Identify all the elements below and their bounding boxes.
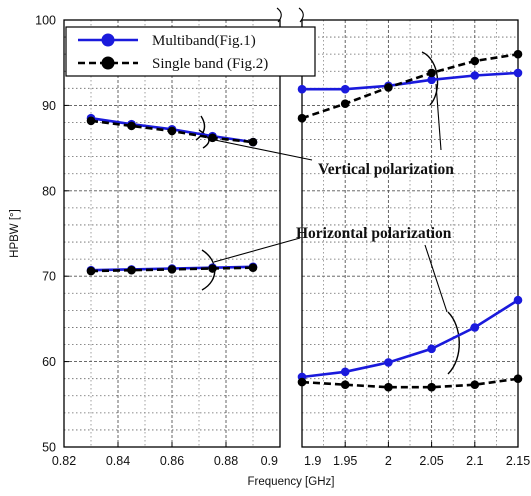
data-point [513,374,523,383]
data-point [513,49,523,59]
data-point [427,68,436,78]
x-tick-label: 2.1 [466,454,483,468]
break-mark-left [276,7,282,23]
annotation-vertical-polarization: Vertical polarization [318,161,454,178]
data-point [297,377,307,387]
data-point [86,116,96,126]
x-axis-title: Frequency [GHz] [248,476,335,488]
series-line-vertical [301,52,519,120]
series-line-horizontal [301,299,519,379]
break-mark-right [298,7,304,23]
data-point [470,71,480,80]
y-tick-label: 50 [42,441,56,455]
series-line-vertical [302,71,519,91]
x-tick-label: 1.95 [333,454,357,468]
data-point [208,264,217,273]
data-point [86,266,96,276]
x-tick-label: 0.88 [214,454,238,468]
x-tick-label: 0.9 [261,454,278,468]
data-point [340,99,350,108]
data-point [127,121,136,131]
plot-panel-2: 1.9 1.95 2 2.05 2.1 2.15 [301,19,530,468]
x-tick-label: 0.82 [52,454,76,468]
x-tick-label: 0.84 [106,454,130,468]
x-tick-label: 1.9 [304,454,321,468]
legend-marker [101,33,115,47]
x-tick-label: 2.05 [419,454,443,468]
data-point [427,382,436,392]
panel-frame [301,19,519,448]
data-point [340,367,350,377]
x-tick-label: 2 [385,454,392,468]
data-point [127,265,136,275]
data-point [470,323,480,332]
data-point [384,358,393,367]
data-point [208,133,217,143]
leader-vertical-low-band [209,138,313,161]
legend-label: Multiband(Fig.1) [152,33,256,49]
bracket-vertical-high-band [421,51,439,106]
data-point [427,344,436,354]
y-tick-label: 70 [42,270,56,284]
leader-vertical-high-band [435,83,442,151]
data-point [248,137,258,147]
plot-panel-1: 0.82 0.84 0.86 0.88 0.9 [52,19,281,468]
data-point [427,75,436,85]
y-tick-label: 90 [42,99,56,113]
series-single-band [86,49,523,392]
y-tick-label: 80 [42,184,56,198]
x-tick-label: 2.15 [506,454,530,468]
data-point [384,382,393,392]
bracket-vertical-low-band [195,115,206,141]
leader-horizontal-low-band [213,237,301,263]
data-point [297,84,307,94]
panel-background [302,20,518,447]
data-point [167,126,177,136]
annotation-horizontal-polarization: Horizontal polarization [296,225,452,242]
series-line-horizontal [301,377,519,389]
y-tick-label: 60 [42,355,56,369]
data-point [167,265,177,274]
data-point [513,68,523,78]
annotation-callouts [195,51,460,375]
y-tick-label: 100 [35,14,56,28]
x-tick-label: 0.86 [160,454,184,468]
legend-label: Single band (Fig.2) [152,56,268,72]
y-axis-title: HPBW [°] [9,209,21,258]
data-point [340,380,350,389]
data-point [384,83,393,92]
data-point [248,263,258,272]
leader-horizontal-high-band [424,244,448,313]
data-point [513,295,523,305]
data-point [297,113,307,123]
data-point [340,84,350,94]
data-point [470,380,480,389]
data-point [470,56,480,66]
legend-marker [101,56,115,70]
bracket-horizontal-high-band [447,311,460,375]
legend: Multiband(Fig.1) Single band (Fig.2) [65,26,316,77]
